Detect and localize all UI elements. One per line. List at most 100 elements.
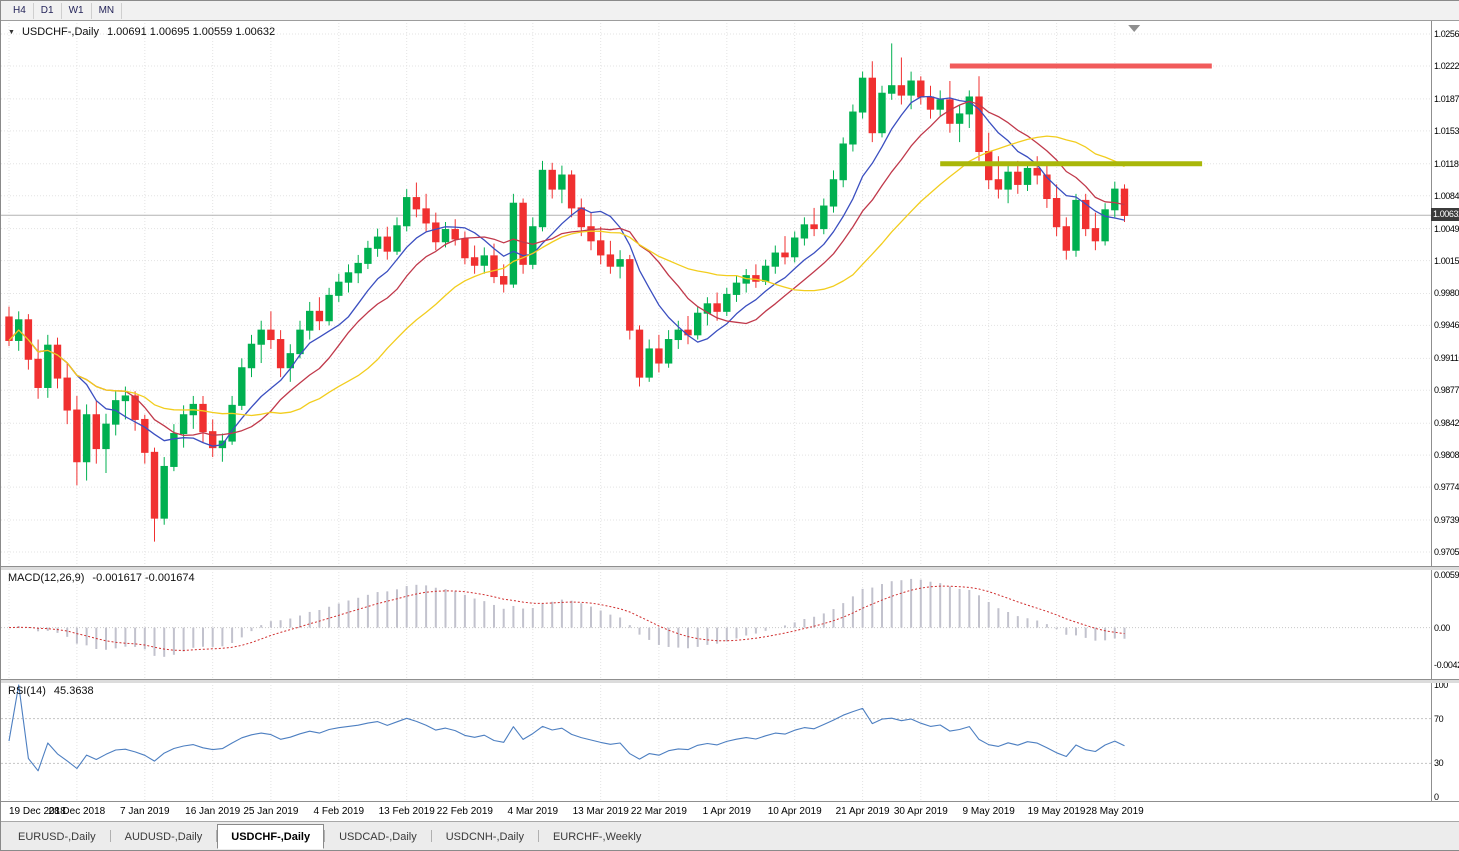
rsi-title: RSI(14) 45.3638: [8, 685, 94, 697]
candle-body: [383, 236, 392, 252]
time-axis-label: 9 May 2019: [962, 806, 1015, 817]
time-axis-label: 25 Jan 2019: [243, 806, 299, 817]
candle-body: [5, 316, 13, 341]
time-axis-label: 19 May 2019: [1027, 806, 1086, 817]
candle-body: [53, 344, 62, 379]
candle-body: [567, 174, 576, 209]
rsi-canvas[interactable]: [1, 682, 1431, 801]
time-axis-label: 22 Feb 2019: [436, 806, 493, 817]
macd-axis-label: 0.00597: [1434, 570, 1459, 580]
candle-body: [1091, 228, 1100, 242]
chart-tab-eurusd[interactable]: EURUSD-,Daily: [18, 830, 96, 843]
candle-body: [1082, 199, 1090, 230]
rsi-title-label: RSI(14): [8, 685, 46, 697]
price-chart-panel[interactable]: [1, 20, 1431, 566]
candle-body: [315, 310, 324, 322]
candle-body: [965, 96, 973, 115]
time-axis-label: 13 Mar 2019: [572, 806, 629, 817]
time-axis-label: 16 Jan 2019: [185, 806, 241, 817]
candle-body: [1120, 188, 1129, 216]
rsi-panel[interactable]: [1, 682, 1431, 801]
candle-body: [335, 281, 343, 296]
chart-tab-usdcnh[interactable]: USDCNH-,Daily: [445, 830, 524, 843]
candle-body: [897, 85, 906, 96]
chart-tabs-bar: EURUSD-,Daily AUDUSD-,Daily USDCHF-,Daily U…: [1, 821, 1459, 850]
candle-body: [694, 312, 702, 336]
candle-body: [373, 236, 382, 249]
candle-body: [538, 169, 547, 228]
candle-body: [1101, 209, 1109, 242]
candle-body: [994, 179, 1003, 190]
price-axis[interactable]: 1.02560 1.02220 1.01870 1.01530 1.01180 1.008…: [1431, 20, 1459, 802]
macd-canvas[interactable]: [1, 569, 1431, 679]
chart-tab-usdcad[interactable]: USDCAD-,Daily: [339, 830, 417, 843]
candle-body: [73, 409, 81, 463]
candle-body: [1004, 171, 1012, 190]
price-axis-label: 1.00840: [1434, 190, 1459, 201]
tab-separator: [216, 830, 218, 842]
chart-tab-usdchf[interactable]: USDCHF-,Daily: [217, 824, 325, 849]
time-axis[interactable]: 19 Dec 2018 28 Dec 2018 7 Jan 2019 16 Jan 2…: [1, 801, 1459, 822]
chart-dropdown-icon[interactable]: ▼: [8, 28, 15, 36]
candle-body: [354, 262, 362, 274]
ma-line-8: [8, 95, 1125, 447]
candle-body: [422, 208, 430, 224]
candle-body: [461, 238, 469, 259]
time-axis-label: 4 Mar 2019: [507, 806, 559, 817]
candle-body: [907, 80, 915, 96]
time-axis-label: 7 Jan 2019: [120, 806, 170, 817]
timeframe-button-d1[interactable]: D1: [34, 2, 62, 19]
candle-body: [839, 143, 847, 181]
chart-shift-marker[interactable]: [1128, 25, 1141, 32]
panel-splitter-rsi[interactable]: [1, 679, 1459, 683]
candle-body: [587, 226, 595, 242]
chart-tab-audusd[interactable]: AUDUSD-,Daily: [124, 830, 203, 843]
time-axis-label: 22 Mar 2019: [630, 806, 687, 817]
candle-body: [723, 293, 731, 312]
candle-body: [121, 395, 130, 402]
candle-body: [306, 310, 314, 331]
price-chart-canvas[interactable]: [1, 20, 1431, 566]
chart-tab-eurchf[interactable]: EURCHF-,Weekly: [552, 830, 642, 843]
candle-body: [888, 85, 896, 94]
tab-separator: [537, 830, 539, 842]
timeframe-button-h4[interactable]: H4: [6, 2, 34, 19]
macd-axis-label: -0.00424: [1434, 660, 1459, 670]
candle-body: [878, 92, 886, 134]
macd-panel[interactable]: [1, 569, 1431, 679]
candle-body: [597, 240, 605, 256]
ma-line-13: [8, 100, 1125, 437]
candle-body: [1072, 199, 1080, 251]
price-axis-label: 1.01180: [1434, 158, 1459, 169]
candle-body: [820, 205, 828, 230]
timeframe-button-w1[interactable]: W1: [62, 2, 92, 19]
candle-body: [616, 259, 624, 267]
timeframe-button-mn[interactable]: MN: [92, 2, 123, 19]
candle-body: [1062, 226, 1070, 251]
candle-body: [917, 80, 925, 98]
candle-body: [267, 329, 275, 341]
candle-body: [606, 254, 615, 267]
candle-body: [800, 224, 809, 239]
candle-body: [102, 423, 110, 450]
rsi-axis-label: 100: [1434, 680, 1448, 690]
candle-body: [179, 414, 188, 435]
candle-body: [63, 377, 71, 411]
candle-body: [296, 329, 304, 355]
candle-body: [1014, 171, 1022, 185]
candle-body: [364, 247, 372, 264]
candle-body: [451, 229, 459, 240]
candle-body: [732, 282, 741, 295]
macd-title: MACD(12,26,9) -0.001617 -0.001674: [8, 572, 195, 584]
candle-body: [34, 358, 42, 388]
candle-body: [858, 77, 867, 113]
time-axis-label: 21 Apr 2019: [835, 806, 890, 817]
tab-separator: [324, 830, 326, 842]
macd-signal-line: [8, 585, 1125, 652]
ma-line-24: [8, 135, 1125, 417]
panel-splitter-macd[interactable]: [1, 566, 1459, 570]
candle-body: [470, 257, 479, 266]
